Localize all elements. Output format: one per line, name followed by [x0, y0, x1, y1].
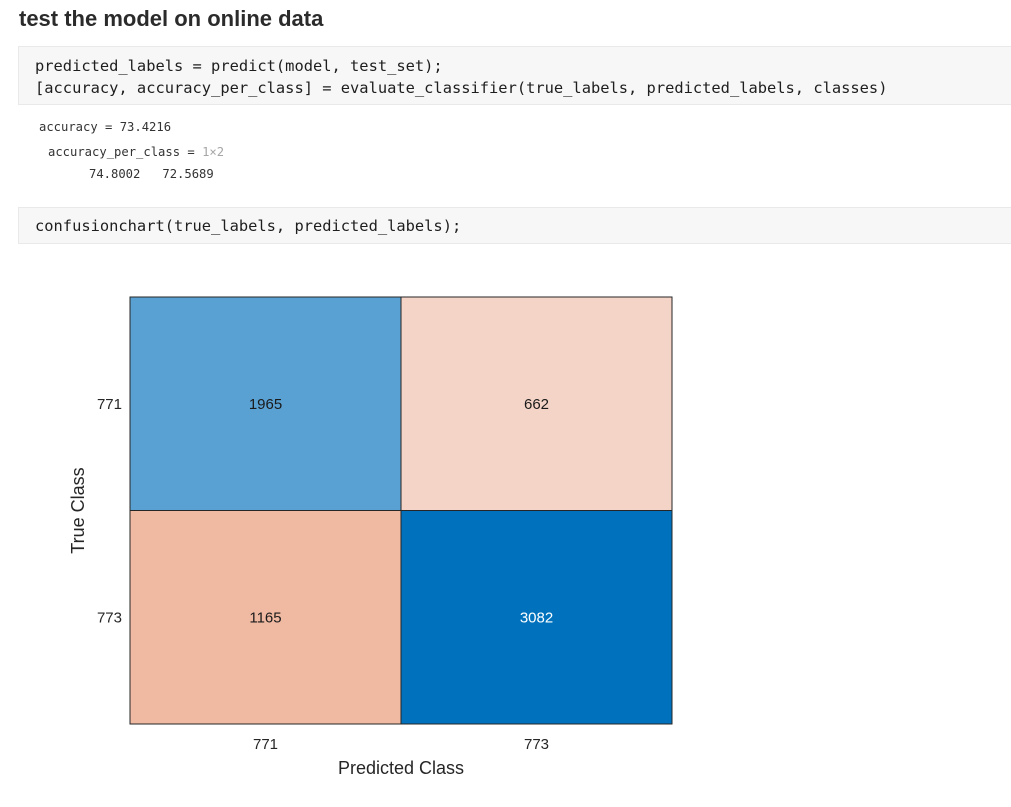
y-axis-label: True Class	[68, 467, 88, 553]
confusion-cell	[400, 510, 673, 725]
code-line-evaluate: [accuracy, accuracy_per_class] = evaluat…	[35, 79, 888, 97]
y-tick-label: 773	[97, 609, 122, 626]
code-line-confusionchart: confusionchart(true_labels, predicted_la…	[35, 217, 462, 235]
confusion-cell	[129, 296, 402, 511]
cell-count-label: 3082	[520, 609, 553, 626]
code-cell-confusionchart[interactable]: confusionchart(true_labels, predicted_la…	[18, 207, 1011, 244]
code-line-predict: predicted_labels = predict(model, test_s…	[35, 57, 443, 75]
output-size-label: 1×2	[202, 145, 225, 159]
y-tick-label: 771	[97, 396, 122, 413]
cell-count-label: 1165	[249, 609, 281, 626]
x-axis-label: Predicted Class	[338, 758, 464, 778]
cell-count-label: 1965	[249, 396, 282, 413]
section-heading: test the model on online data	[19, 6, 324, 31]
confusion-cell	[129, 510, 402, 725]
cell-count-label: 662	[524, 396, 549, 413]
confusion-cell	[400, 296, 673, 511]
x-tick-label: 773	[524, 736, 549, 753]
output-accuracy-per-class-values: 74.8002 72.5689	[89, 167, 214, 181]
output-accuracy-per-class-header: accuracy_per_class = 1×2	[48, 145, 224, 159]
code-cell-predict[interactable]: predicted_labels = predict(model, test_s…	[18, 46, 1011, 105]
x-tick-label: 771	[253, 736, 278, 753]
output-variable-name: accuracy_per_class =	[48, 145, 203, 159]
output-accuracy: accuracy = 73.4216	[39, 120, 172, 134]
